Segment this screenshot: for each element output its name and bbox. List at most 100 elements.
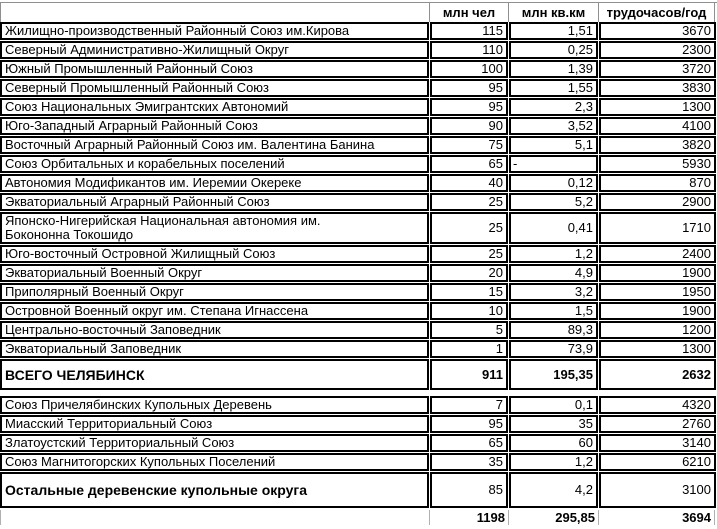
cell-hours[interactable]: 1710	[599, 212, 716, 244]
cell-hours[interactable]: 1300	[599, 98, 716, 116]
cell-area[interactable]: 5,1	[509, 136, 598, 154]
cell-area[interactable]: 3,2	[509, 283, 598, 301]
cell-hours[interactable]: 1300	[599, 340, 716, 358]
cell-hours[interactable]: 3100	[599, 472, 716, 508]
cell-people[interactable]: 95	[430, 98, 508, 116]
cell-area[interactable]: 1,51	[509, 22, 598, 40]
cell-people[interactable]: 115	[430, 22, 508, 40]
cell-people[interactable]: 95	[430, 79, 508, 97]
cell-people[interactable]: 75	[430, 136, 508, 154]
cell-name[interactable]: Экваториальный Аграрный Районный Союз	[0, 193, 429, 211]
cell-area[interactable]: 1,5	[509, 302, 598, 320]
cell-name[interactable]: Жилищно-производственный Районный Союз и…	[0, 22, 429, 40]
cell-name[interactable]: Экваториальный Заповедник	[0, 340, 429, 358]
cell-hours[interactable]: 2400	[599, 245, 716, 263]
cell-name[interactable]: Южный Промышленный Районный Союз	[0, 60, 429, 78]
cell-name[interactable]: Златоустский Территориальный Союз	[0, 434, 429, 452]
header-cell-area[interactable]: млн кв.км	[508, 3, 598, 22]
cell-people[interactable]: 15	[430, 283, 508, 301]
cell-name[interactable]: Союз Орбитальных и корабельных поселений	[0, 155, 429, 173]
cell-hours[interactable]: 1200	[599, 321, 716, 339]
cell-hours[interactable]: 4100	[599, 117, 716, 135]
cell-people[interactable]: 1	[430, 340, 508, 358]
cell-people[interactable]: 95	[430, 415, 508, 433]
cell-area[interactable]: 89,3	[509, 321, 598, 339]
cell-area[interactable]: -	[509, 155, 598, 173]
cell-hours[interactable]: 2900	[599, 193, 716, 211]
cell-people[interactable]: 110	[430, 41, 508, 59]
cell-hours[interactable]: 1950	[599, 283, 716, 301]
cell-area[interactable]: 195,35	[509, 359, 598, 390]
cell-name[interactable]: Северный Промышленный Районный Союз	[0, 79, 429, 97]
cell-name[interactable]: ВСЕГО ЧЕЛЯБИНСК	[0, 359, 429, 390]
cell-hours[interactable]: 6210	[599, 453, 716, 471]
cell-people[interactable]: 100	[430, 60, 508, 78]
cell-people[interactable]: 25	[430, 212, 508, 244]
header-cell-name[interactable]	[0, 3, 429, 22]
cell-people[interactable]: 40	[430, 174, 508, 192]
cell-name[interactable]: Восточный Аграрный Районный Союз им. Вал…	[0, 136, 429, 154]
cell-people[interactable]: 5	[430, 321, 508, 339]
cell-area[interactable]: 1,39	[509, 60, 598, 78]
cell-name[interactable]: Северный Административно-Жилищный Округ	[0, 41, 429, 59]
cell-hours[interactable]: 3694	[598, 510, 715, 525]
cell-area[interactable]: 0,12	[509, 174, 598, 192]
cell-hours[interactable]: 5930	[599, 155, 716, 173]
header-cell-people[interactable]: млн чел	[429, 3, 508, 22]
cell-area[interactable]: 2,3	[509, 98, 598, 116]
cell-people[interactable]: 90	[430, 117, 508, 135]
cell-people[interactable]: 65	[430, 155, 508, 173]
cell-people[interactable]: 25	[430, 245, 508, 263]
cell-area[interactable]: 0,25	[509, 41, 598, 59]
cell-name[interactable]	[0, 510, 429, 525]
cell-name[interactable]: Союз Причелябинских Купольных Деревень	[0, 396, 429, 414]
cell-name[interactable]: Островной Военный округ им. Степана Игна…	[0, 302, 429, 320]
cell-hours[interactable]: 3830	[599, 79, 716, 97]
cell-area[interactable]: 0,1	[509, 396, 598, 414]
cell-people[interactable]: 25	[430, 193, 508, 211]
cell-name[interactable]: Автономия Модификантов им. Иеремии Окере…	[0, 174, 429, 192]
cell-hours[interactable]: 3820	[599, 136, 716, 154]
cell-people[interactable]: 20	[430, 264, 508, 282]
cell-hours[interactable]: 3720	[599, 60, 716, 78]
cell-name[interactable]: Приполярный Военный Округ	[0, 283, 429, 301]
cell-area[interactable]: 1,2	[509, 245, 598, 263]
cell-people[interactable]: 35	[430, 453, 508, 471]
cell-hours[interactable]: 3670	[599, 22, 716, 40]
cell-hours[interactable]: 2632	[599, 359, 716, 390]
cell-area[interactable]: 295,85	[508, 510, 598, 525]
cell-area[interactable]: 1,55	[509, 79, 598, 97]
cell-name[interactable]: Японско-Нигерийская Национальная автоном…	[0, 212, 429, 244]
cell-name[interactable]: Союз Национальных Эмигрантских Автономий	[0, 98, 429, 116]
cell-hours[interactable]: 870	[599, 174, 716, 192]
cell-people[interactable]: 10	[430, 302, 508, 320]
cell-area[interactable]: 73,9	[509, 340, 598, 358]
cell-name[interactable]: Союз Магнитогорских Купольных Поселений	[0, 453, 429, 471]
cell-people[interactable]: 85	[430, 472, 508, 508]
cell-area[interactable]: 60	[509, 434, 598, 452]
cell-name[interactable]: Миасский Территориальный Союз	[0, 415, 429, 433]
cell-hours[interactable]: 2300	[599, 41, 716, 59]
cell-hours[interactable]: 1900	[599, 264, 716, 282]
cell-area[interactable]: 1,2	[509, 453, 598, 471]
cell-name[interactable]: Юго-восточный Островной Жилищный Союз	[0, 245, 429, 263]
cell-people[interactable]: 1198	[429, 510, 508, 525]
cell-name[interactable]: Остальные деревенские купольные округа	[0, 472, 429, 508]
cell-area[interactable]: 3,52	[509, 117, 598, 135]
cell-area[interactable]: 0,41	[509, 212, 598, 244]
cell-hours[interactable]: 3140	[599, 434, 716, 452]
cell-people[interactable]: 65	[430, 434, 508, 452]
cell-people[interactable]: 7	[430, 396, 508, 414]
cell-area[interactable]: 4,9	[509, 264, 598, 282]
cell-area[interactable]: 5,2	[509, 193, 598, 211]
cell-name[interactable]: Экваториальный Военный Округ	[0, 264, 429, 282]
cell-name[interactable]: Центрально-восточный Заповедник	[0, 321, 429, 339]
cell-hours[interactable]: 4320	[599, 396, 716, 414]
cell-hours[interactable]: 1900	[599, 302, 716, 320]
cell-people[interactable]: 911	[430, 359, 508, 390]
header-cell-hours[interactable]: трудочасов/год	[598, 3, 715, 22]
cell-name[interactable]: Юго-Западный Аграрный Районный Союз	[0, 117, 429, 135]
cell-area[interactable]: 4,2	[509, 472, 598, 508]
cell-hours[interactable]: 2760	[599, 415, 716, 433]
cell-area[interactable]: 35	[509, 415, 598, 433]
